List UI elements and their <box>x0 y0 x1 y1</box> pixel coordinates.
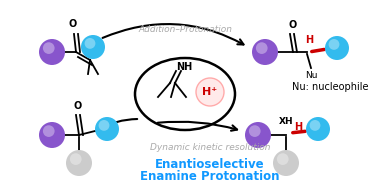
Circle shape <box>252 39 278 65</box>
Circle shape <box>43 125 54 137</box>
Text: O: O <box>69 19 77 29</box>
Text: Enamine Protonation: Enamine Protonation <box>140 171 280 183</box>
Circle shape <box>325 36 349 60</box>
Text: Enantioselective: Enantioselective <box>155 159 265 171</box>
Circle shape <box>256 42 268 54</box>
Circle shape <box>328 39 339 50</box>
Circle shape <box>310 120 321 131</box>
Circle shape <box>66 150 92 176</box>
Circle shape <box>245 122 271 148</box>
Text: XH: XH <box>279 117 293 125</box>
Circle shape <box>70 153 82 165</box>
Circle shape <box>39 39 65 65</box>
Circle shape <box>306 117 330 141</box>
Circle shape <box>43 42 54 54</box>
Circle shape <box>273 150 299 176</box>
Circle shape <box>196 78 224 106</box>
Text: O: O <box>74 101 82 111</box>
Text: Dynamic kinetic resolution: Dynamic kinetic resolution <box>150 142 270 151</box>
Circle shape <box>81 35 105 59</box>
Circle shape <box>85 38 95 49</box>
Circle shape <box>99 120 109 131</box>
Text: H: H <box>305 35 313 45</box>
Text: NH: NH <box>176 62 192 72</box>
Text: Nu: Nu <box>305 70 317 79</box>
Text: O: O <box>289 20 297 30</box>
Text: H⁺: H⁺ <box>203 87 218 97</box>
Text: H: H <box>294 122 302 132</box>
Circle shape <box>249 125 260 137</box>
Circle shape <box>277 153 288 165</box>
Circle shape <box>95 117 119 141</box>
Text: Nu: nucleophile: Nu: nucleophile <box>292 82 368 92</box>
Text: Addition–Protonation: Addition–Protonation <box>138 24 232 33</box>
Circle shape <box>39 122 65 148</box>
